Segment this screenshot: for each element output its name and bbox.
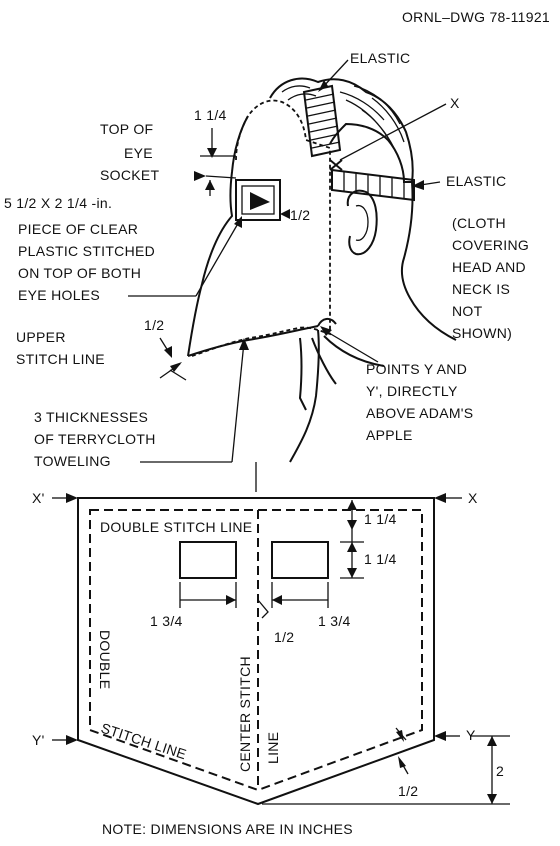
label-plastic-size: 5 1/2 X 2 1/4 -in. (4, 195, 112, 211)
label-terry-2: OF TERRYCLOTH (34, 431, 156, 447)
label-dim-bottom-margin: 1/2 (398, 783, 418, 799)
label-point-x: X (450, 95, 460, 111)
shirt-collar (311, 335, 385, 385)
neck-front (289, 329, 320, 463)
label-dim-point: 2 (496, 763, 504, 779)
hair-texture (281, 85, 405, 149)
head-illustration (187, 77, 457, 463)
flat-pattern: X' X Y' Y DOUBLE STITCH LINE DOUBLE STIT… (32, 490, 510, 806)
left-eye-hole (179, 541, 237, 579)
label-top-dim: 1 1/4 (194, 107, 227, 123)
label-upper-stitch-1: UPPER (16, 329, 66, 345)
label-dim-right-hole: 1 3/4 (318, 613, 351, 629)
label-terry-3: TOWELING (34, 453, 111, 469)
label-points-y-4: APPLE (366, 427, 413, 443)
label-upper-stitch-dim: 1/2 (144, 317, 164, 333)
elastic-side-ribs (343, 172, 405, 198)
label-x: X (468, 490, 478, 506)
label-dim-gap: 1/2 (274, 629, 294, 645)
eye (250, 192, 270, 210)
label-stitch-line-diag: STITCH LINE (99, 720, 188, 763)
ear (346, 189, 378, 256)
pattern-stitch-line (89, 509, 423, 792)
dimensions-note: NOTE: DIMENSIONS ARE IN INCHES (102, 821, 353, 837)
label-plastic-1: PIECE OF CLEAR (18, 221, 138, 237)
right-eye-hole (271, 541, 329, 579)
head-labels: ELASTIC X ELASTIC 1 1/4 TOP OF EYE SOCKE… (4, 50, 529, 492)
drawing-number: ORNL–DWG 78-11921 (402, 9, 550, 25)
point-x-mark (329, 159, 343, 171)
collar-left (298, 337, 307, 411)
label-y-prime: Y' (32, 732, 45, 748)
mask-bottom (187, 325, 319, 357)
label-cloth-1: (CLOTH (452, 215, 506, 231)
label-points-y-1: POINTS Y AND (366, 361, 467, 377)
label-cloth-2: COVERING (452, 237, 529, 253)
hair (269, 77, 414, 183)
neck-back (401, 181, 457, 341)
label-x-prime: X' (32, 490, 45, 506)
label-terry-1: 3 THICKNESSES (34, 409, 148, 425)
label-dim-left-hole: 1 3/4 (150, 613, 183, 629)
label-cloth-6: SHOWN) (452, 325, 512, 341)
label-points-y-2: Y', DIRECTLY (366, 383, 458, 399)
ear-inner (355, 204, 369, 241)
label-double-stitch-top: DOUBLE STITCH LINE (100, 519, 252, 535)
label-upper-stitch-2: STITCH LINE (16, 351, 105, 367)
label-elastic-side: ELASTIC (446, 173, 506, 189)
mask-front (187, 115, 249, 357)
label-eye-dim: 1/2 (290, 207, 310, 223)
label-points-y-3: ABOVE ADAM'S (366, 405, 473, 421)
label-dim-top-margin: 1 1/4 (364, 511, 397, 527)
label-top-of-eye-socket-2: EYE (124, 145, 153, 161)
label-elastic-top: ELASTIC (350, 50, 410, 66)
label-cloth-4: NECK IS (452, 281, 510, 297)
label-top-of-eye-socket-1: TOP OF (100, 121, 153, 137)
label-dim-hole-height: 1 1/4 (364, 551, 397, 567)
pattern-outline (77, 497, 435, 806)
mask-neck-flap (317, 318, 337, 327)
label-double-vertical: DOUBLE (97, 630, 113, 689)
eye-hole (235, 179, 281, 221)
elastic-top-ribs (305, 93, 341, 149)
label-y: Y (466, 727, 476, 743)
label-plastic-2: PLASTIC STITCHED (18, 243, 155, 259)
label-center-line: LINE (265, 732, 281, 764)
label-plastic-3: ON TOP OF BOTH (18, 265, 141, 281)
label-plastic-4: EYE HOLES (18, 287, 100, 303)
label-cloth-5: NOT (452, 303, 483, 319)
label-cloth-3: HEAD AND (452, 259, 526, 275)
plastic-window (241, 185, 275, 215)
elastic-side-band (331, 168, 415, 202)
label-center-stitch: CENTER STITCH (237, 656, 253, 772)
label-top-of-eye-socket-3: SOCKET (100, 167, 160, 183)
